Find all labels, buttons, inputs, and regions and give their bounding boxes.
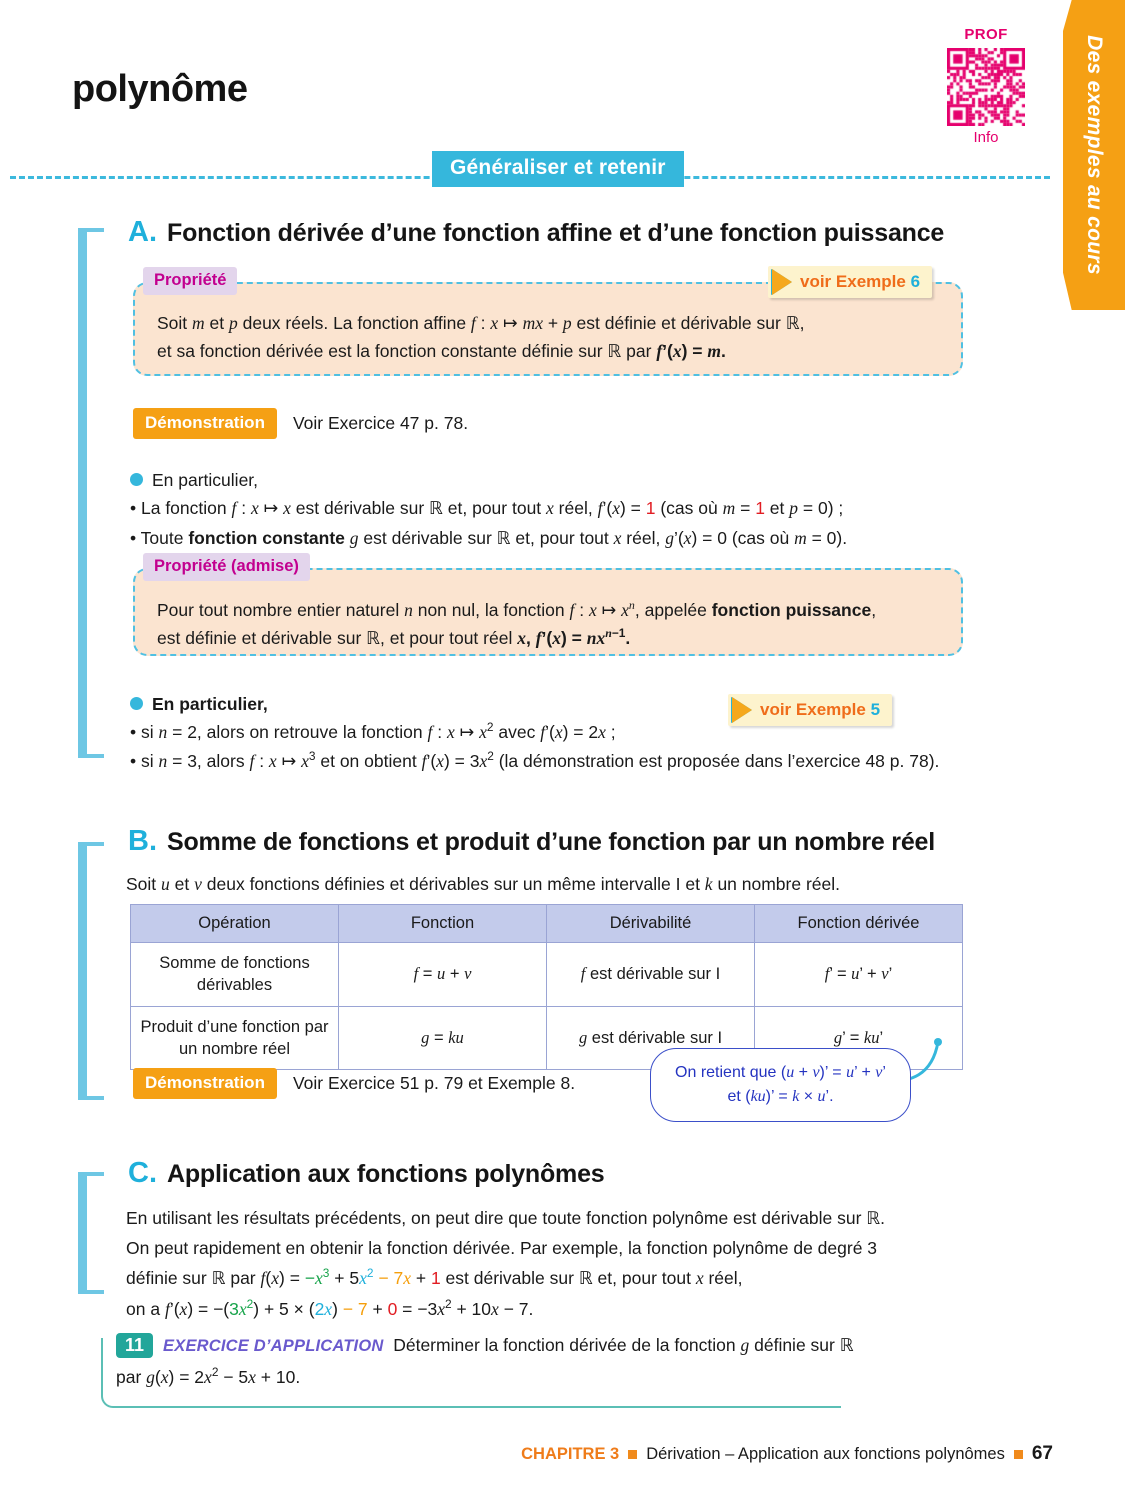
prof-info-label: Info [973,129,999,146]
cell-fonction-1: g = ku [338,1005,547,1071]
table-header-fonction: Fonction [338,904,547,943]
property-2-line1: Pour tout nombre entier naturel n non nu… [157,598,877,620]
prof-label: PROF [964,26,1008,43]
qr-code-icon[interactable] [947,48,1025,126]
exercise-number-badge: 11 [116,1333,154,1358]
property-1-line1: Soit m et p deux réels. La fonction affi… [157,313,805,334]
section-c-paragraph: En utilisant les résultats précédents, o… [126,1203,1006,1324]
section-b-intro: Soit u et v deux fonctions définies et d… [126,874,841,894]
memo-bubble-line2: et (ku)’ = k × u’. [727,1088,834,1105]
section-c-line-0: En utilisant les résultats précédents, o… [126,1208,886,1228]
section-c-heading: C. Application aux fonctions polynômes [128,1157,605,1190]
section-c-line-2: définie sur ℝ par f(x) = −x3 + 5x2 − 7x … [126,1266,743,1290]
en-particulier-1-heading: En particulier, [130,466,990,494]
demonstration-1: Démonstration Voir Exercice 47 p. 78. [133,408,468,439]
voir-exemple-6-badge[interactable]: voir Exemple 6 [768,266,933,298]
property-tag-2: Propriété (admise) [143,553,310,581]
derivatives-table: Opération Fonction Dérivabilité Fonction… [130,904,963,1071]
cell-derivabilite-0: f est dérivable sur I [546,942,755,1007]
demonstration-text-2: Voir Exercice 51 p. 79 et Exemple 8. [292,1073,576,1093]
footer-title: Dérivation – Application aux fonctions p… [646,1444,1005,1463]
en-particulier-2: En particulier, • si n = 2, alors on ret… [130,690,1000,775]
page-footer: CHAPITRE 3 Dérivation – Application aux … [521,1443,1053,1465]
section-a-letter: A. [128,216,157,248]
property-box-2: Propriété (admise) Pour tout nombre enti… [133,553,963,656]
en-particulier-1: En particulier, • La fonction f : x ↦ x … [130,466,990,553]
en-particulier-2-heading: En particulier, [130,690,1000,718]
exercise-line1: 11 EXERCICE D’APPLICATION Déterminer la f… [116,1330,996,1362]
property-tag-1: Propriété [143,267,238,295]
exercise-text-line1: Déterminer la fonction dérivée de la fon… [393,1335,854,1356]
bullet-dot-icon [130,697,143,710]
section-b-letter: B. [128,825,157,857]
footer-square-icon [628,1449,638,1459]
section-a-title: Fonction dérivée d’une fonction affine e… [167,219,945,247]
section-c-line-1: On peut rapidement en obtenir la fonctio… [126,1238,878,1259]
demonstration-tag-2: Démonstration [133,1068,277,1099]
cell-fonction-0: f = u + v [338,942,547,1007]
footer-chapter: CHAPITRE 3 [521,1444,620,1463]
demonstration-tag-1: Démonstration [133,408,277,439]
prof-info-block: PROF Info [938,26,1034,146]
cell-derivee-0: f’ = u’ + v’ [754,942,963,1007]
section-c-bracket [78,1172,104,1294]
table-header-derivee: Fonction dérivée [754,904,963,943]
page-title: polynôme [72,68,248,110]
section-b-heading: B. Somme de fonctions et produit d’une f… [128,825,935,858]
property-2-line2: est définie et dérivable sur ℝ, et pour … [157,625,631,649]
side-tab-label: Des exemples au cours [1083,35,1106,275]
voir-exemple-5-label: voir Exemple 5 [760,700,881,719]
table-row: Somme de fonctions dérivables f = u + v … [130,942,963,1007]
section-c-title: Application aux fonctions polynômes [167,1160,605,1188]
exercise-kind-label: EXERCICE D’APPLICATION [163,1337,384,1355]
demonstration-text-1: Voir Exercice 47 p. 78. [292,413,469,433]
en-particulier-1-item-1: • Toute fonction constante g est dérivab… [130,527,848,549]
section-a-bracket [78,228,104,758]
cell-operation-0: Somme de fonctions dérivables [130,942,339,1007]
play-triangle-icon [732,697,752,723]
cell-operation-1: Produit d’une fonction par un nombre rée… [130,1005,339,1071]
voir-exemple-6-label: voir Exemple 6 [800,272,921,291]
en-particulier-1-item-0: • La fonction f : x ↦ x est dérivable su… [130,498,844,520]
section-b-title: Somme de fonctions et produit d’une fonc… [167,828,935,856]
table-header-row: Opération Fonction Dérivabilité Fonction… [130,904,963,943]
footer-page-number: 67 [1031,1443,1053,1464]
bullet-dot-icon [130,473,143,486]
exercise-block: 11 EXERCICE D’APPLICATION Déterminer la f… [116,1330,996,1392]
property-box-1-body: Soit m et p deux réels. La fonction affi… [135,284,961,380]
exercise-text-line2: par g(x) = 2x2 − 5x + 10. [116,1364,301,1387]
section-banner: Généraliser et retenir [432,151,684,187]
section-b-bracket [78,842,104,1100]
table-header-operation: Opération [130,904,339,943]
property-box-2-body: Pour tout nombre entier naturel n non nu… [135,570,961,667]
en-particulier-2-item-0: • si n = 2, alors on retrouve la fonctio… [130,720,616,743]
table-header-derivabilite: Dérivabilité [546,904,755,943]
memo-bubble: On retient que (u + v)’ = u’ + v’ et (ku… [650,1048,911,1122]
demonstration-2: Démonstration Voir Exercice 51 p. 79 et … [133,1068,575,1099]
property-1-line2: et sa fonction dérivée est la fonction c… [157,341,726,363]
section-a-heading: A. Fonction dérivée d’une fonction affin… [128,216,944,249]
section-c-line-3: on a f’(x) = −(3x2) + 5 × (2x) − 7 + 0 =… [126,1297,534,1320]
footer-square-icon [1013,1449,1023,1459]
exercise-bracket [101,1338,841,1408]
en-particulier-2-item-1: • si n = 3, alors f : x ↦ x3 et on obtie… [130,748,940,771]
memo-bubble-line1: On retient que (u + v)’ = u’ + v’ [675,1064,886,1081]
section-c-letter: C. [128,1157,157,1189]
play-triangle-icon [772,269,792,295]
side-tab-exemples: Des exemples au cours [1063,0,1125,310]
voir-exemple-5-badge[interactable]: voir Exemple 5 [728,694,893,726]
